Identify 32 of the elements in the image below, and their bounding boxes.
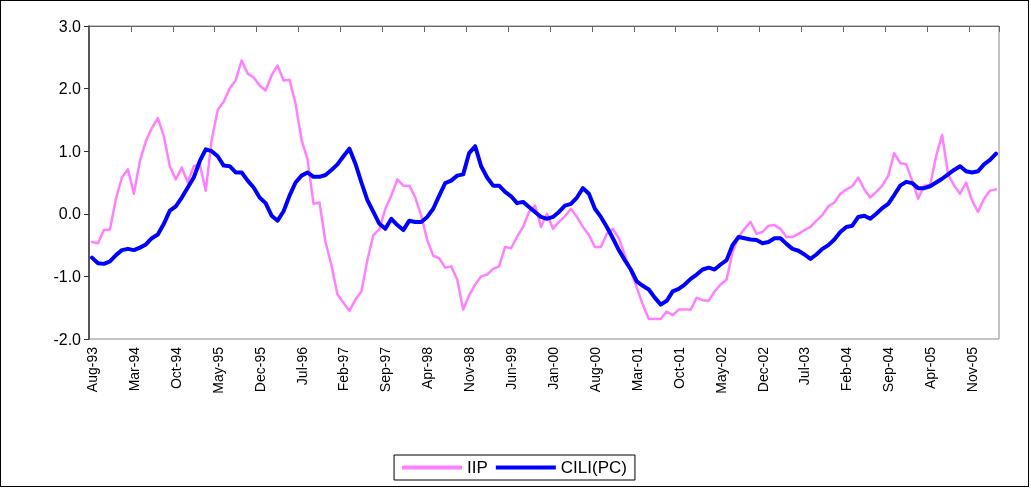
x-tick-label: May-02 — [712, 346, 729, 394]
y-tick-label: 3.0 — [58, 17, 82, 35]
x-tick-label: Mar-01 — [628, 346, 645, 392]
y-tick-label: 0.0 — [58, 205, 82, 223]
legend-label: CILI(PC) — [560, 458, 627, 477]
x-tick-label: Dec-95 — [251, 346, 268, 393]
x-tick-label: Apr-05 — [922, 346, 939, 390]
x-tick-label: Jan-00 — [544, 346, 561, 390]
x-tick-label: Jul-96 — [293, 346, 310, 386]
x-tick-label: Jul-03 — [796, 346, 813, 386]
x-tick-label: Sep-04 — [880, 346, 897, 393]
line-series — [90, 59, 998, 321]
y-tick-label: -2.0 — [53, 330, 82, 348]
x-tick-label: Aug-93 — [83, 346, 100, 393]
x-tick-label: Oct-01 — [670, 346, 687, 390]
y-tick-label: -1.0 — [53, 267, 82, 285]
line-series — [89, 144, 999, 307]
x-tick-label: Nov-98 — [461, 346, 478, 393]
x-tick-label: Sep-97 — [377, 346, 394, 393]
y-tick-label: 1.0 — [58, 142, 82, 160]
legend-label: IIP — [467, 458, 488, 477]
x-tick-label: Feb-97 — [335, 346, 352, 392]
x-tick-label: Aug-00 — [586, 346, 603, 393]
x-tick-label: Jun-99 — [503, 346, 520, 390]
x-tick-label: Nov-05 — [964, 346, 981, 393]
x-tick-label: May-95 — [209, 346, 226, 394]
x-tick-label: Feb-04 — [838, 346, 855, 392]
x-tick-label: Apr-98 — [419, 346, 436, 390]
x-tick-label: Dec-02 — [754, 346, 771, 393]
x-tick-label: Mar-94 — [125, 346, 142, 392]
y-tick-label: 2.0 — [58, 80, 82, 98]
x-tick-label: Oct-94 — [167, 346, 184, 390]
